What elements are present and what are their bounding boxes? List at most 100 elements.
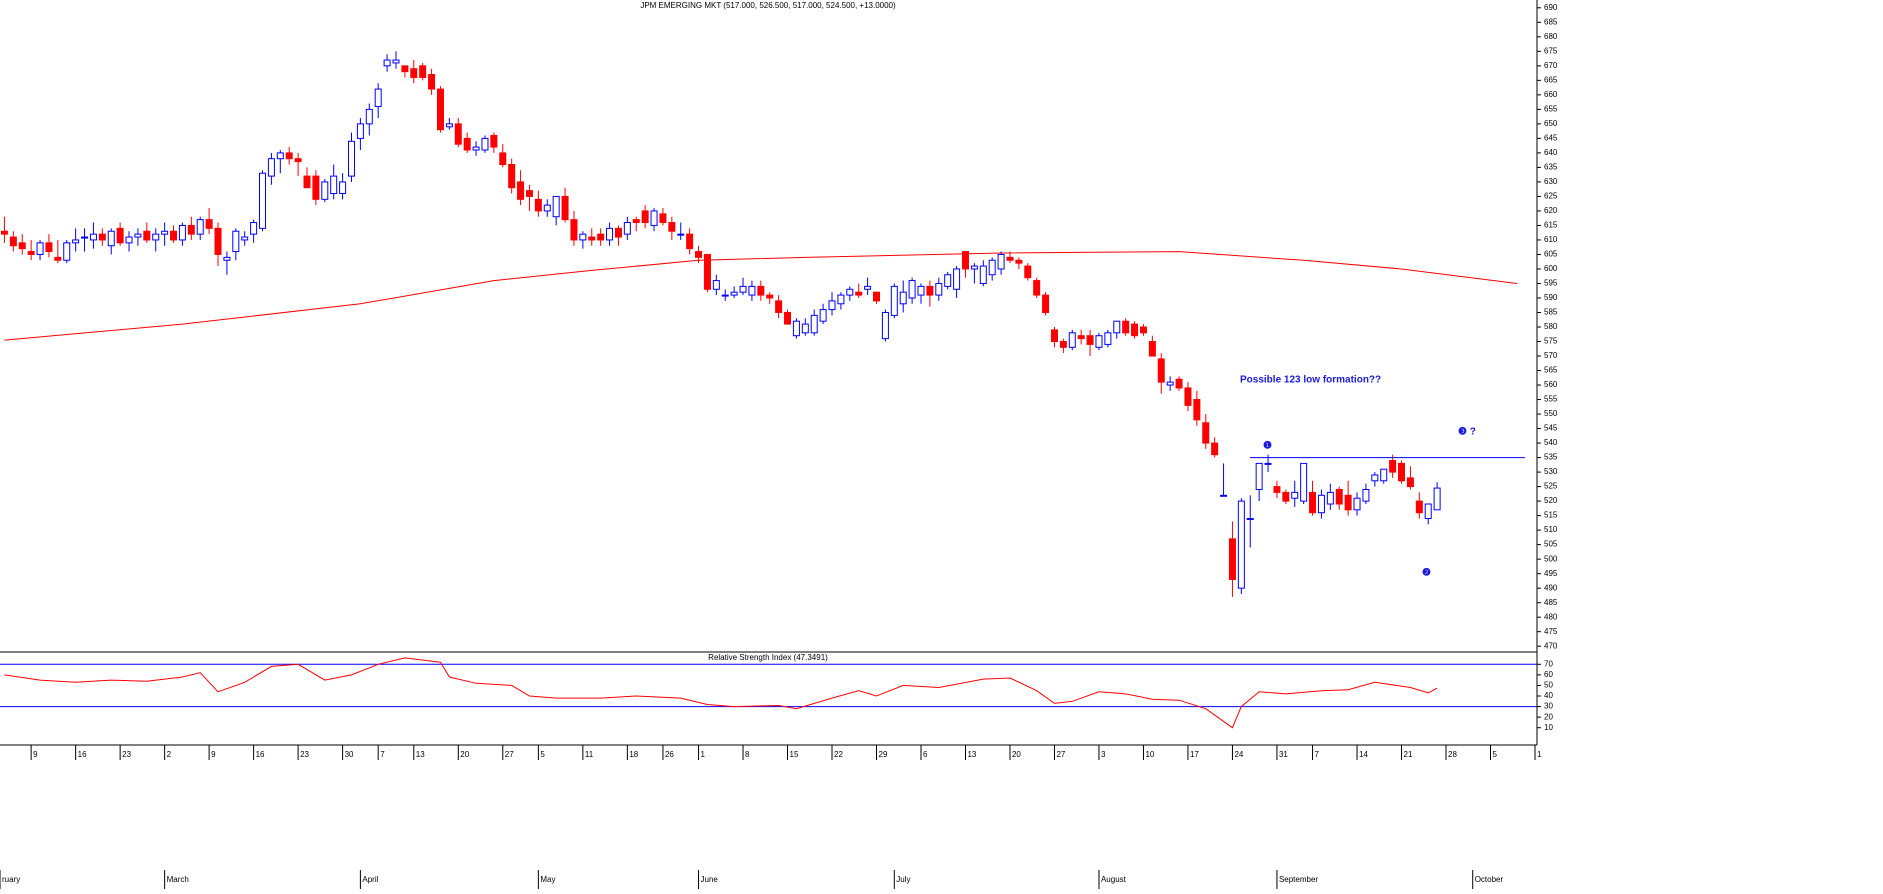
point-label: ❷ xyxy=(1422,568,1431,579)
candle-body xyxy=(436,88,444,131)
candle-body xyxy=(1033,280,1041,296)
y-tick-label: 505 xyxy=(1544,540,1558,549)
x-tick-label: 27 xyxy=(505,750,514,759)
candle-body xyxy=(1344,494,1352,511)
x-tick-label: 1 xyxy=(1537,750,1542,759)
candle-body xyxy=(45,242,53,253)
y-tick-label: 60 xyxy=(1544,670,1553,679)
candle-body xyxy=(330,175,338,195)
candle-body xyxy=(1068,332,1076,348)
y-tick-label: 485 xyxy=(1544,598,1558,607)
y-tick-label: 590 xyxy=(1544,293,1558,302)
candle-body xyxy=(0,230,8,235)
candle-body xyxy=(1309,491,1317,514)
x-tick-label: 5 xyxy=(540,750,545,759)
candle-body xyxy=(1353,497,1361,511)
candle-body xyxy=(614,227,622,238)
x-tick-label: 31 xyxy=(1279,750,1288,759)
x-tick-label: 24 xyxy=(1234,750,1243,759)
candle-body xyxy=(632,219,640,224)
x-tick-label: 21 xyxy=(1404,750,1413,759)
candle-body xyxy=(641,210,649,224)
candle-body xyxy=(1166,381,1174,386)
y-tick-label: 675 xyxy=(1544,46,1558,55)
candle-body xyxy=(170,230,178,241)
y-tick-label: 690 xyxy=(1544,3,1558,12)
candle-body xyxy=(1415,500,1423,514)
y-tick-label: 685 xyxy=(1544,17,1558,26)
x-tick-label: 6 xyxy=(923,750,928,759)
candle-body xyxy=(205,219,213,229)
candle-body xyxy=(508,164,516,189)
candle-body xyxy=(659,213,667,224)
x-tick-label: 10 xyxy=(1145,750,1154,759)
candle-body xyxy=(1237,500,1245,589)
candle-body xyxy=(214,227,222,255)
x-tick-label: 8 xyxy=(745,750,750,759)
y-tick-label: 520 xyxy=(1544,496,1558,505)
candle-body xyxy=(855,291,863,296)
candle-body xyxy=(757,285,765,296)
rsi-title: Relative Strength Index (47.3491) xyxy=(708,653,828,662)
x-tick-label: 2 xyxy=(167,750,172,759)
y-tick-label: 620 xyxy=(1544,206,1558,215)
candle-body xyxy=(267,158,275,177)
candle-body xyxy=(1139,326,1147,334)
candle-body xyxy=(472,146,480,151)
y-tick-label: 470 xyxy=(1544,641,1558,650)
candle-body xyxy=(775,300,783,313)
month-label: May xyxy=(540,875,555,884)
candle-body xyxy=(944,274,952,287)
y-tick-label: 525 xyxy=(1544,482,1558,491)
candle-body xyxy=(36,242,44,255)
y-tick-label: 550 xyxy=(1544,409,1558,418)
candle-body xyxy=(1175,378,1183,389)
candle-body xyxy=(792,320,800,337)
candle-body xyxy=(1326,491,1334,505)
candle-body xyxy=(873,291,881,302)
x-tick-label: 11 xyxy=(585,750,594,759)
candle-body xyxy=(712,280,720,290)
candle-body xyxy=(748,285,756,296)
candle-body xyxy=(810,314,818,334)
candle-body xyxy=(1095,335,1103,348)
candle-body xyxy=(428,74,436,90)
x-tick-label: 23 xyxy=(300,750,309,759)
candle-body xyxy=(1228,538,1236,580)
candle-body xyxy=(1220,494,1228,497)
candle-body xyxy=(1086,335,1094,345)
candle-body xyxy=(339,181,347,195)
candle-body xyxy=(365,108,373,125)
rsi-line xyxy=(4,657,1438,729)
candle-body xyxy=(1246,518,1254,521)
y-tick-label: 665 xyxy=(1544,75,1558,84)
y-tick-label: 70 xyxy=(1544,659,1553,668)
y-tick-label: 660 xyxy=(1544,90,1558,99)
candle-body xyxy=(1424,503,1432,520)
candle-body xyxy=(54,256,62,261)
candle-body xyxy=(766,294,774,299)
candle-body xyxy=(819,309,827,322)
candle-body xyxy=(1406,477,1414,488)
candle-body xyxy=(1006,256,1014,261)
x-tick-label: 15 xyxy=(790,750,799,759)
y-tick-label: 475 xyxy=(1544,627,1558,636)
candle-body xyxy=(935,282,943,296)
candle-body xyxy=(1104,332,1112,345)
candle-body xyxy=(223,256,231,261)
y-tick-label: 655 xyxy=(1544,104,1558,113)
x-tick-label: 5 xyxy=(1493,750,1498,759)
candle-body xyxy=(1113,320,1121,334)
candle-body xyxy=(837,294,845,305)
y-tick-label: 625 xyxy=(1544,192,1558,201)
candle-body xyxy=(1077,335,1085,340)
candle-body xyxy=(276,152,284,160)
candle-body xyxy=(125,236,133,244)
candle-body xyxy=(525,190,533,197)
y-tick-label: 635 xyxy=(1544,163,1558,172)
candle-body xyxy=(579,233,587,241)
x-tick-label: 1 xyxy=(701,750,706,759)
candle-body xyxy=(374,88,382,107)
y-tick-label: 20 xyxy=(1544,712,1553,721)
